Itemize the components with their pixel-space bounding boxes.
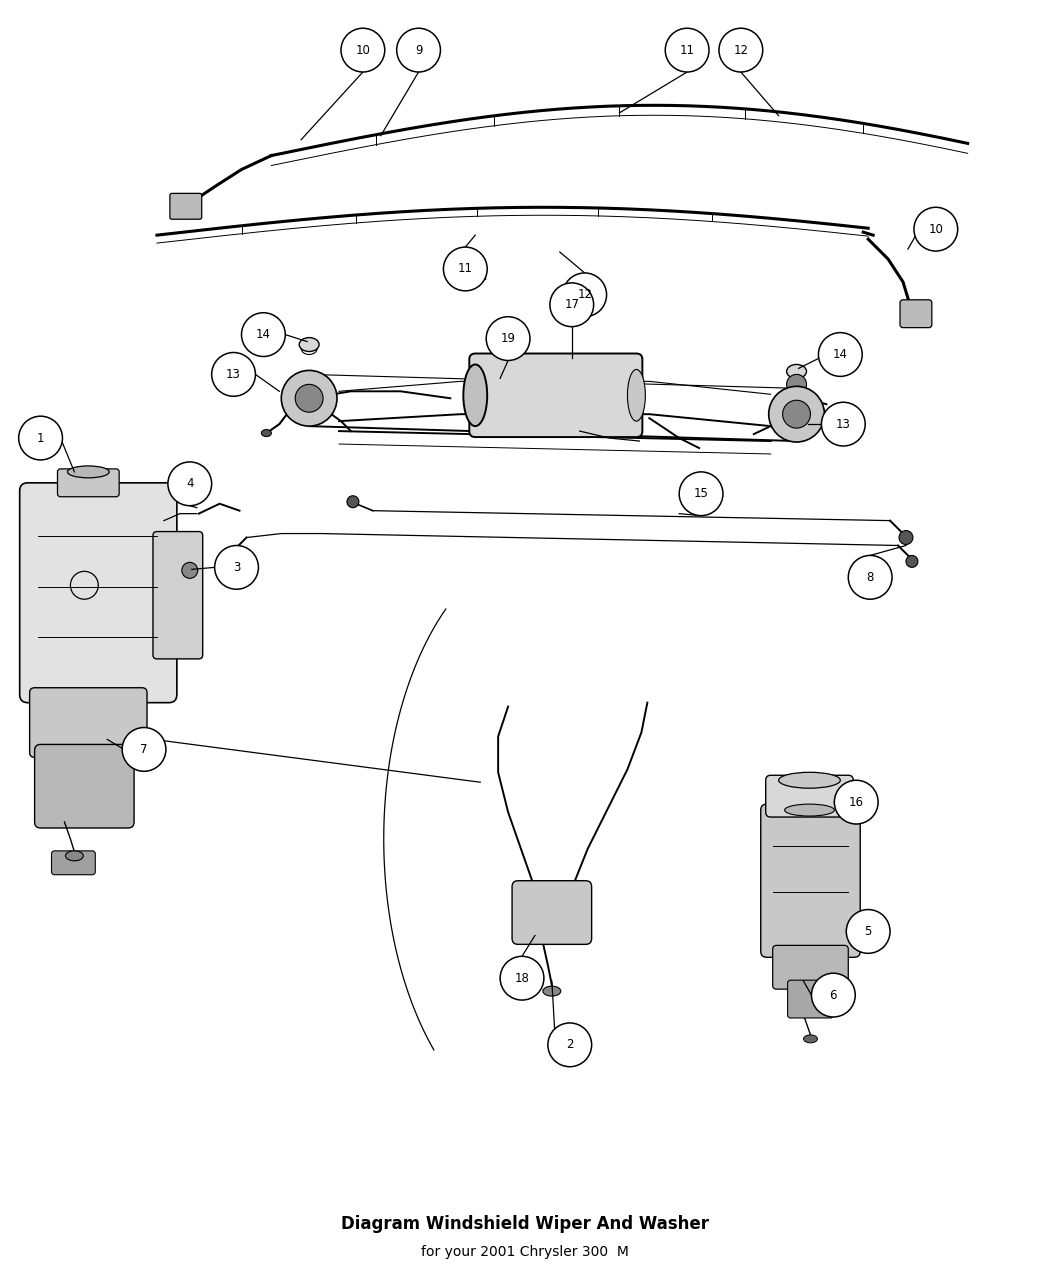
Ellipse shape (299, 338, 319, 352)
Text: 10: 10 (355, 43, 371, 56)
Circle shape (769, 386, 824, 442)
Text: 12: 12 (578, 288, 592, 301)
Circle shape (719, 28, 762, 71)
Circle shape (122, 728, 166, 771)
FancyBboxPatch shape (35, 745, 134, 827)
FancyBboxPatch shape (469, 353, 643, 437)
Text: 10: 10 (928, 223, 943, 236)
Circle shape (168, 462, 212, 506)
Circle shape (182, 562, 197, 579)
Text: 12: 12 (733, 43, 749, 56)
Ellipse shape (784, 805, 835, 816)
Text: 14: 14 (833, 348, 847, 361)
Text: 18: 18 (514, 972, 529, 984)
Circle shape (786, 375, 806, 394)
Circle shape (812, 973, 856, 1017)
FancyBboxPatch shape (761, 805, 860, 958)
FancyBboxPatch shape (153, 532, 203, 659)
Circle shape (848, 556, 892, 599)
Circle shape (281, 371, 337, 426)
Ellipse shape (628, 370, 646, 421)
Circle shape (214, 546, 258, 589)
Text: 1: 1 (37, 431, 44, 445)
Text: 3: 3 (233, 561, 240, 574)
Circle shape (212, 352, 255, 397)
Text: 7: 7 (141, 743, 148, 756)
Text: 13: 13 (226, 368, 242, 381)
FancyBboxPatch shape (58, 469, 119, 497)
FancyBboxPatch shape (51, 850, 96, 875)
FancyBboxPatch shape (773, 945, 848, 989)
FancyBboxPatch shape (512, 881, 591, 945)
Circle shape (397, 28, 440, 71)
Circle shape (500, 956, 544, 1000)
Circle shape (295, 384, 323, 412)
Circle shape (821, 402, 865, 446)
Circle shape (19, 416, 62, 460)
Ellipse shape (463, 365, 487, 426)
Text: Diagram Windshield Wiper And Washer: Diagram Windshield Wiper And Washer (341, 1215, 709, 1233)
Text: 16: 16 (848, 796, 864, 808)
Circle shape (563, 273, 607, 316)
Circle shape (548, 1023, 591, 1067)
Ellipse shape (67, 465, 109, 478)
Ellipse shape (786, 365, 806, 379)
FancyBboxPatch shape (20, 483, 176, 703)
Text: 4: 4 (186, 477, 193, 491)
Circle shape (818, 333, 862, 376)
FancyBboxPatch shape (29, 687, 147, 757)
Circle shape (835, 780, 878, 824)
Circle shape (486, 316, 530, 361)
Text: 2: 2 (566, 1038, 573, 1052)
Ellipse shape (65, 850, 83, 861)
Circle shape (341, 28, 384, 71)
Circle shape (550, 283, 593, 326)
Text: 8: 8 (866, 571, 874, 584)
Circle shape (443, 247, 487, 291)
FancyBboxPatch shape (788, 980, 834, 1017)
Text: 6: 6 (830, 988, 837, 1002)
Ellipse shape (779, 773, 840, 788)
Circle shape (899, 530, 912, 544)
Text: 13: 13 (836, 418, 851, 431)
Text: 19: 19 (501, 332, 516, 346)
Circle shape (242, 312, 286, 357)
Circle shape (846, 909, 890, 954)
Ellipse shape (261, 430, 271, 436)
Text: for your 2001 Chrysler 300  M: for your 2001 Chrysler 300 M (421, 1244, 629, 1258)
Circle shape (782, 400, 811, 428)
Ellipse shape (803, 1035, 818, 1043)
FancyBboxPatch shape (765, 775, 854, 817)
Text: 14: 14 (256, 328, 271, 342)
Text: 11: 11 (458, 263, 472, 275)
Ellipse shape (543, 986, 561, 996)
Text: 17: 17 (564, 298, 580, 311)
Circle shape (914, 208, 958, 251)
Circle shape (679, 472, 723, 515)
Text: 15: 15 (694, 487, 709, 500)
FancyBboxPatch shape (900, 300, 931, 328)
Text: 11: 11 (679, 43, 695, 56)
Text: 5: 5 (864, 924, 872, 938)
FancyBboxPatch shape (170, 194, 202, 219)
Text: 9: 9 (415, 43, 422, 56)
Circle shape (666, 28, 709, 71)
Circle shape (906, 556, 918, 567)
Circle shape (346, 496, 359, 507)
